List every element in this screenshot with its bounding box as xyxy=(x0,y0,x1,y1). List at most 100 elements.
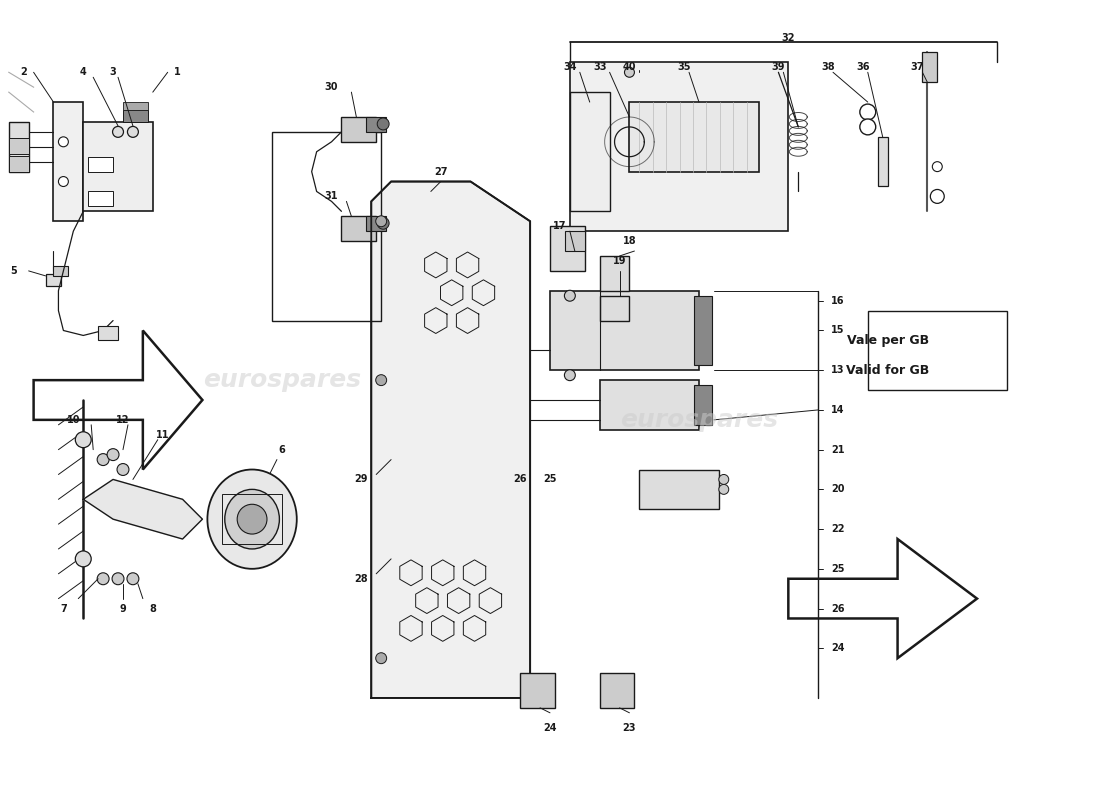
Text: 20: 20 xyxy=(832,484,845,494)
Text: 28: 28 xyxy=(354,574,368,584)
Circle shape xyxy=(625,67,635,78)
Circle shape xyxy=(376,374,386,386)
Circle shape xyxy=(126,573,139,585)
Text: 31: 31 xyxy=(324,191,339,202)
Bar xyxy=(520,673,556,708)
Text: 33: 33 xyxy=(593,62,606,72)
Text: 19: 19 xyxy=(613,256,626,266)
Bar xyxy=(123,110,147,122)
Circle shape xyxy=(933,162,943,171)
Text: 15: 15 xyxy=(832,326,845,335)
Bar xyxy=(88,157,113,171)
Text: eurospares: eurospares xyxy=(202,368,361,392)
Bar xyxy=(9,138,29,154)
Bar xyxy=(366,216,386,231)
Circle shape xyxy=(58,177,68,186)
Text: 18: 18 xyxy=(623,236,636,246)
Circle shape xyxy=(376,653,386,664)
Bar xyxy=(694,296,712,366)
Circle shape xyxy=(117,463,129,475)
Text: 2: 2 xyxy=(20,67,28,78)
Bar xyxy=(9,122,29,171)
Text: 5: 5 xyxy=(10,266,18,276)
Bar xyxy=(600,296,629,321)
Text: 8: 8 xyxy=(150,603,156,614)
Circle shape xyxy=(97,454,109,466)
Circle shape xyxy=(564,290,575,301)
Bar xyxy=(600,380,698,430)
Bar xyxy=(600,673,635,708)
Bar xyxy=(868,310,1007,390)
Text: 39: 39 xyxy=(772,62,785,72)
Bar xyxy=(923,53,937,82)
Circle shape xyxy=(931,190,944,203)
Text: 24: 24 xyxy=(543,722,557,733)
Circle shape xyxy=(718,474,728,485)
Text: 24: 24 xyxy=(832,643,845,654)
Bar xyxy=(88,191,113,206)
Circle shape xyxy=(112,126,123,138)
Bar xyxy=(222,494,282,544)
Circle shape xyxy=(58,137,68,146)
Bar xyxy=(570,92,609,211)
Bar xyxy=(45,274,62,286)
Bar xyxy=(341,216,376,241)
Text: 34: 34 xyxy=(563,62,576,72)
Circle shape xyxy=(377,218,389,229)
Text: 37: 37 xyxy=(911,62,924,72)
Bar xyxy=(878,137,888,186)
Circle shape xyxy=(75,551,91,567)
Text: 35: 35 xyxy=(678,62,691,72)
Text: Valid for GB: Valid for GB xyxy=(846,364,929,377)
Circle shape xyxy=(860,104,876,120)
Text: 1: 1 xyxy=(174,67,182,78)
Circle shape xyxy=(564,370,575,381)
Bar xyxy=(123,102,147,110)
Circle shape xyxy=(377,118,389,130)
Circle shape xyxy=(718,485,728,494)
Bar xyxy=(341,117,376,142)
Text: 23: 23 xyxy=(623,722,636,733)
Bar xyxy=(639,470,718,510)
Bar xyxy=(84,122,153,211)
Text: 7: 7 xyxy=(60,603,67,614)
Text: 38: 38 xyxy=(822,62,835,72)
Text: 3: 3 xyxy=(110,67,117,78)
Circle shape xyxy=(860,119,876,135)
Text: 26: 26 xyxy=(832,603,845,614)
Bar xyxy=(550,290,698,370)
Circle shape xyxy=(107,449,119,461)
Bar xyxy=(54,266,68,276)
Bar xyxy=(565,231,585,251)
Text: Vale per GB: Vale per GB xyxy=(847,334,928,347)
Text: 12: 12 xyxy=(117,415,130,425)
Text: 32: 32 xyxy=(782,33,795,42)
Text: 29: 29 xyxy=(354,474,368,485)
Text: 22: 22 xyxy=(832,524,845,534)
Bar xyxy=(98,326,118,341)
Polygon shape xyxy=(84,479,202,539)
Ellipse shape xyxy=(208,470,297,569)
Text: 9: 9 xyxy=(120,603,127,614)
Bar xyxy=(570,62,789,231)
Circle shape xyxy=(97,573,109,585)
Text: 27: 27 xyxy=(434,166,448,177)
Bar xyxy=(600,256,629,290)
Text: eurospares: eurospares xyxy=(620,408,778,432)
Circle shape xyxy=(238,504,267,534)
Circle shape xyxy=(112,573,124,585)
Text: 10: 10 xyxy=(67,415,80,425)
Bar xyxy=(272,132,382,321)
Text: 11: 11 xyxy=(156,430,169,440)
Text: 26: 26 xyxy=(514,474,527,485)
Text: 17: 17 xyxy=(553,222,566,231)
Bar xyxy=(54,102,84,222)
Text: 13: 13 xyxy=(832,366,845,375)
Bar xyxy=(366,117,386,132)
Bar xyxy=(9,156,29,171)
Bar xyxy=(629,102,759,171)
Ellipse shape xyxy=(224,490,279,549)
Text: 16: 16 xyxy=(832,296,845,306)
Circle shape xyxy=(376,216,386,226)
Text: 25: 25 xyxy=(543,474,557,485)
